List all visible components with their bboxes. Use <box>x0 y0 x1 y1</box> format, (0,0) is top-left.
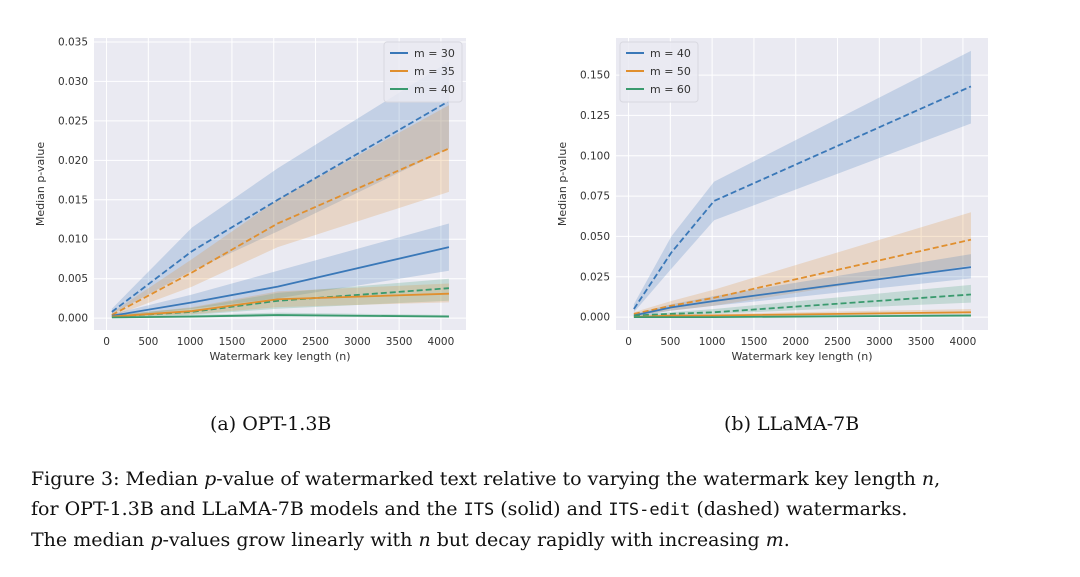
y-axis-label: Median p-value <box>34 142 47 226</box>
y-tick-label: 0.000 <box>580 312 610 324</box>
legend-box <box>383 41 463 103</box>
y-tick-label: 0.020 <box>58 155 88 167</box>
x-tick-label: 1500 <box>219 336 246 348</box>
x-tick-label: 500 <box>138 336 158 348</box>
series-0-line <box>633 85 972 310</box>
legend-label-2: m = 40 <box>414 83 455 96</box>
legend-label-1: m = 50 <box>650 65 691 78</box>
y-tick-label: 0.050 <box>580 231 610 243</box>
y-tick-label: 0.075 <box>580 191 610 203</box>
y-tick-label: 0.030 <box>58 76 88 88</box>
y-tick-label: 0.125 <box>580 110 610 122</box>
subcaption-b: (b) LLaMA-7B <box>724 413 860 435</box>
chart-opt-1-3b: 0 500 1000 1500 2000 2500 3000 3500 4000 0.000 0.0… <box>30 30 480 370</box>
series-0-line <box>111 100 450 313</box>
x-tick-label: 1000 <box>177 336 204 348</box>
chart-llama-7b-svg: 0 500 1000 1500 2000 2500 3000 3500 4000 0.000 0.0… <box>556 38 988 363</box>
legend: m = 40 m = 50 m = 60 <box>619 41 699 103</box>
x-tick-label: 3500 <box>386 336 413 348</box>
series-2-band <box>633 254 971 318</box>
legend-box <box>619 41 699 103</box>
x-tick-label: 1500 <box>741 336 768 348</box>
series-0-band <box>111 61 449 315</box>
x-tick-label: 1000 <box>699 336 726 348</box>
x-tick-label: 0 <box>103 336 110 348</box>
y-tick-label: 0.000 <box>58 313 88 325</box>
x-tick-label: 3000 <box>866 336 893 348</box>
series-0-band <box>633 50 971 313</box>
y-tick-label: 0.005 <box>58 273 88 285</box>
y-tick-label: 0.015 <box>58 194 88 206</box>
x-axis-label: Watermark key length (n) <box>209 350 350 363</box>
series-3-line <box>633 293 972 317</box>
x-tick-label: 3500 <box>908 336 935 348</box>
series-3-band <box>111 278 449 318</box>
y-tick-label: 0.025 <box>58 115 88 127</box>
legend-label-1: m = 35 <box>414 65 455 78</box>
series-2-line <box>633 266 972 317</box>
series-5-line <box>633 314 971 318</box>
x-tick-label: 2500 <box>302 336 329 348</box>
series-3-band <box>633 284 971 318</box>
legend-label-2: m = 60 <box>650 83 691 96</box>
y-tick-label: 0.150 <box>580 70 610 82</box>
series-1-band <box>111 105 449 317</box>
series-2-band <box>111 223 449 318</box>
series-1-line <box>111 147 450 316</box>
x-tick-label: 2000 <box>782 336 809 348</box>
x-tick-label: 4000 <box>428 336 455 348</box>
y-tick-label: 0.035 <box>58 36 88 48</box>
legend-label-0: m = 40 <box>650 47 691 60</box>
y-axis-label: Median p-value <box>556 142 569 226</box>
series-4-line <box>111 292 449 318</box>
series-5-line <box>111 314 449 319</box>
y-tick-label: 0.010 <box>58 234 88 246</box>
chart-opt-1-3b-svg: 0 500 1000 1500 2000 2500 3000 3500 4000 0.000 0.0… <box>34 36 466 363</box>
x-tick-label: 3000 <box>344 336 371 348</box>
figure-caption: Figure 3: Median p-value of watermarked … <box>31 468 941 551</box>
x-tick-label: 2000 <box>260 336 287 348</box>
series-4-band <box>111 283 449 318</box>
series-2-line <box>111 246 450 317</box>
subcaption-a: (a) OPT-1.3B <box>210 413 332 435</box>
x-axis-label: Watermark key length (n) <box>731 350 872 363</box>
series-1-line <box>633 238 972 315</box>
x-tick-label: 0 <box>625 336 632 348</box>
legend: m = 30 m = 35 m = 40 <box>383 41 463 103</box>
x-tick-label: 500 <box>660 336 680 348</box>
x-tick-label: 4000 <box>950 336 977 348</box>
chart-llama-7b: 0 500 1000 1500 2000 2500 3000 3500 4000 0.000 0.0… <box>552 30 1002 370</box>
legend-label-0: m = 30 <box>414 47 455 60</box>
y-tick-label: 0.100 <box>580 150 610 162</box>
x-tick-label: 2500 <box>824 336 851 348</box>
y-tick-label: 0.025 <box>580 271 610 283</box>
series-1-band <box>633 212 971 316</box>
